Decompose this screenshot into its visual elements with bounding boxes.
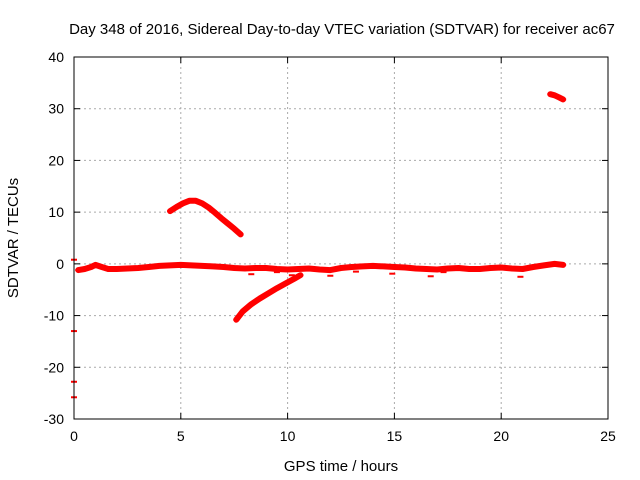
- y-tick-label: 0: [56, 256, 64, 272]
- data-points: [71, 91, 567, 399]
- y-tick-label: 20: [48, 152, 64, 168]
- x-tick-label: 25: [600, 428, 616, 444]
- x-tick-label: 5: [177, 428, 185, 444]
- x-tick-label: 10: [280, 428, 296, 444]
- y-tick-label: -20: [44, 359, 64, 375]
- gridlines: [74, 57, 608, 419]
- y-tick-label: 10: [48, 204, 64, 220]
- plot-frame: [73, 56, 609, 420]
- series-scatter-near-band: [248, 270, 524, 278]
- x-tick-label: 20: [493, 428, 509, 444]
- series-main-band: [75, 260, 567, 274]
- series-upper-arc: [167, 197, 244, 238]
- y-tick-label: 30: [48, 101, 64, 117]
- series-upper-cluster: [547, 91, 567, 103]
- y-tick-label: 40: [48, 49, 64, 65]
- y-axis-label: SDTVAR / TECUs: [5, 178, 22, 298]
- y-tick-label: -30: [44, 411, 64, 427]
- chart-title: Day 348 of 2016, Sidereal Day-to-day VTE…: [69, 21, 615, 38]
- x-axis-label: GPS time / hours: [284, 458, 398, 475]
- axis-ticks: 0 5 10 15 20 25 -30 -20 -10 0 10 20 30 40: [44, 49, 616, 444]
- series-lower-arc: [233, 272, 304, 323]
- x-tick-label: 0: [70, 428, 78, 444]
- x-tick-label: 15: [387, 428, 403, 444]
- y-tick-label: -10: [44, 308, 64, 324]
